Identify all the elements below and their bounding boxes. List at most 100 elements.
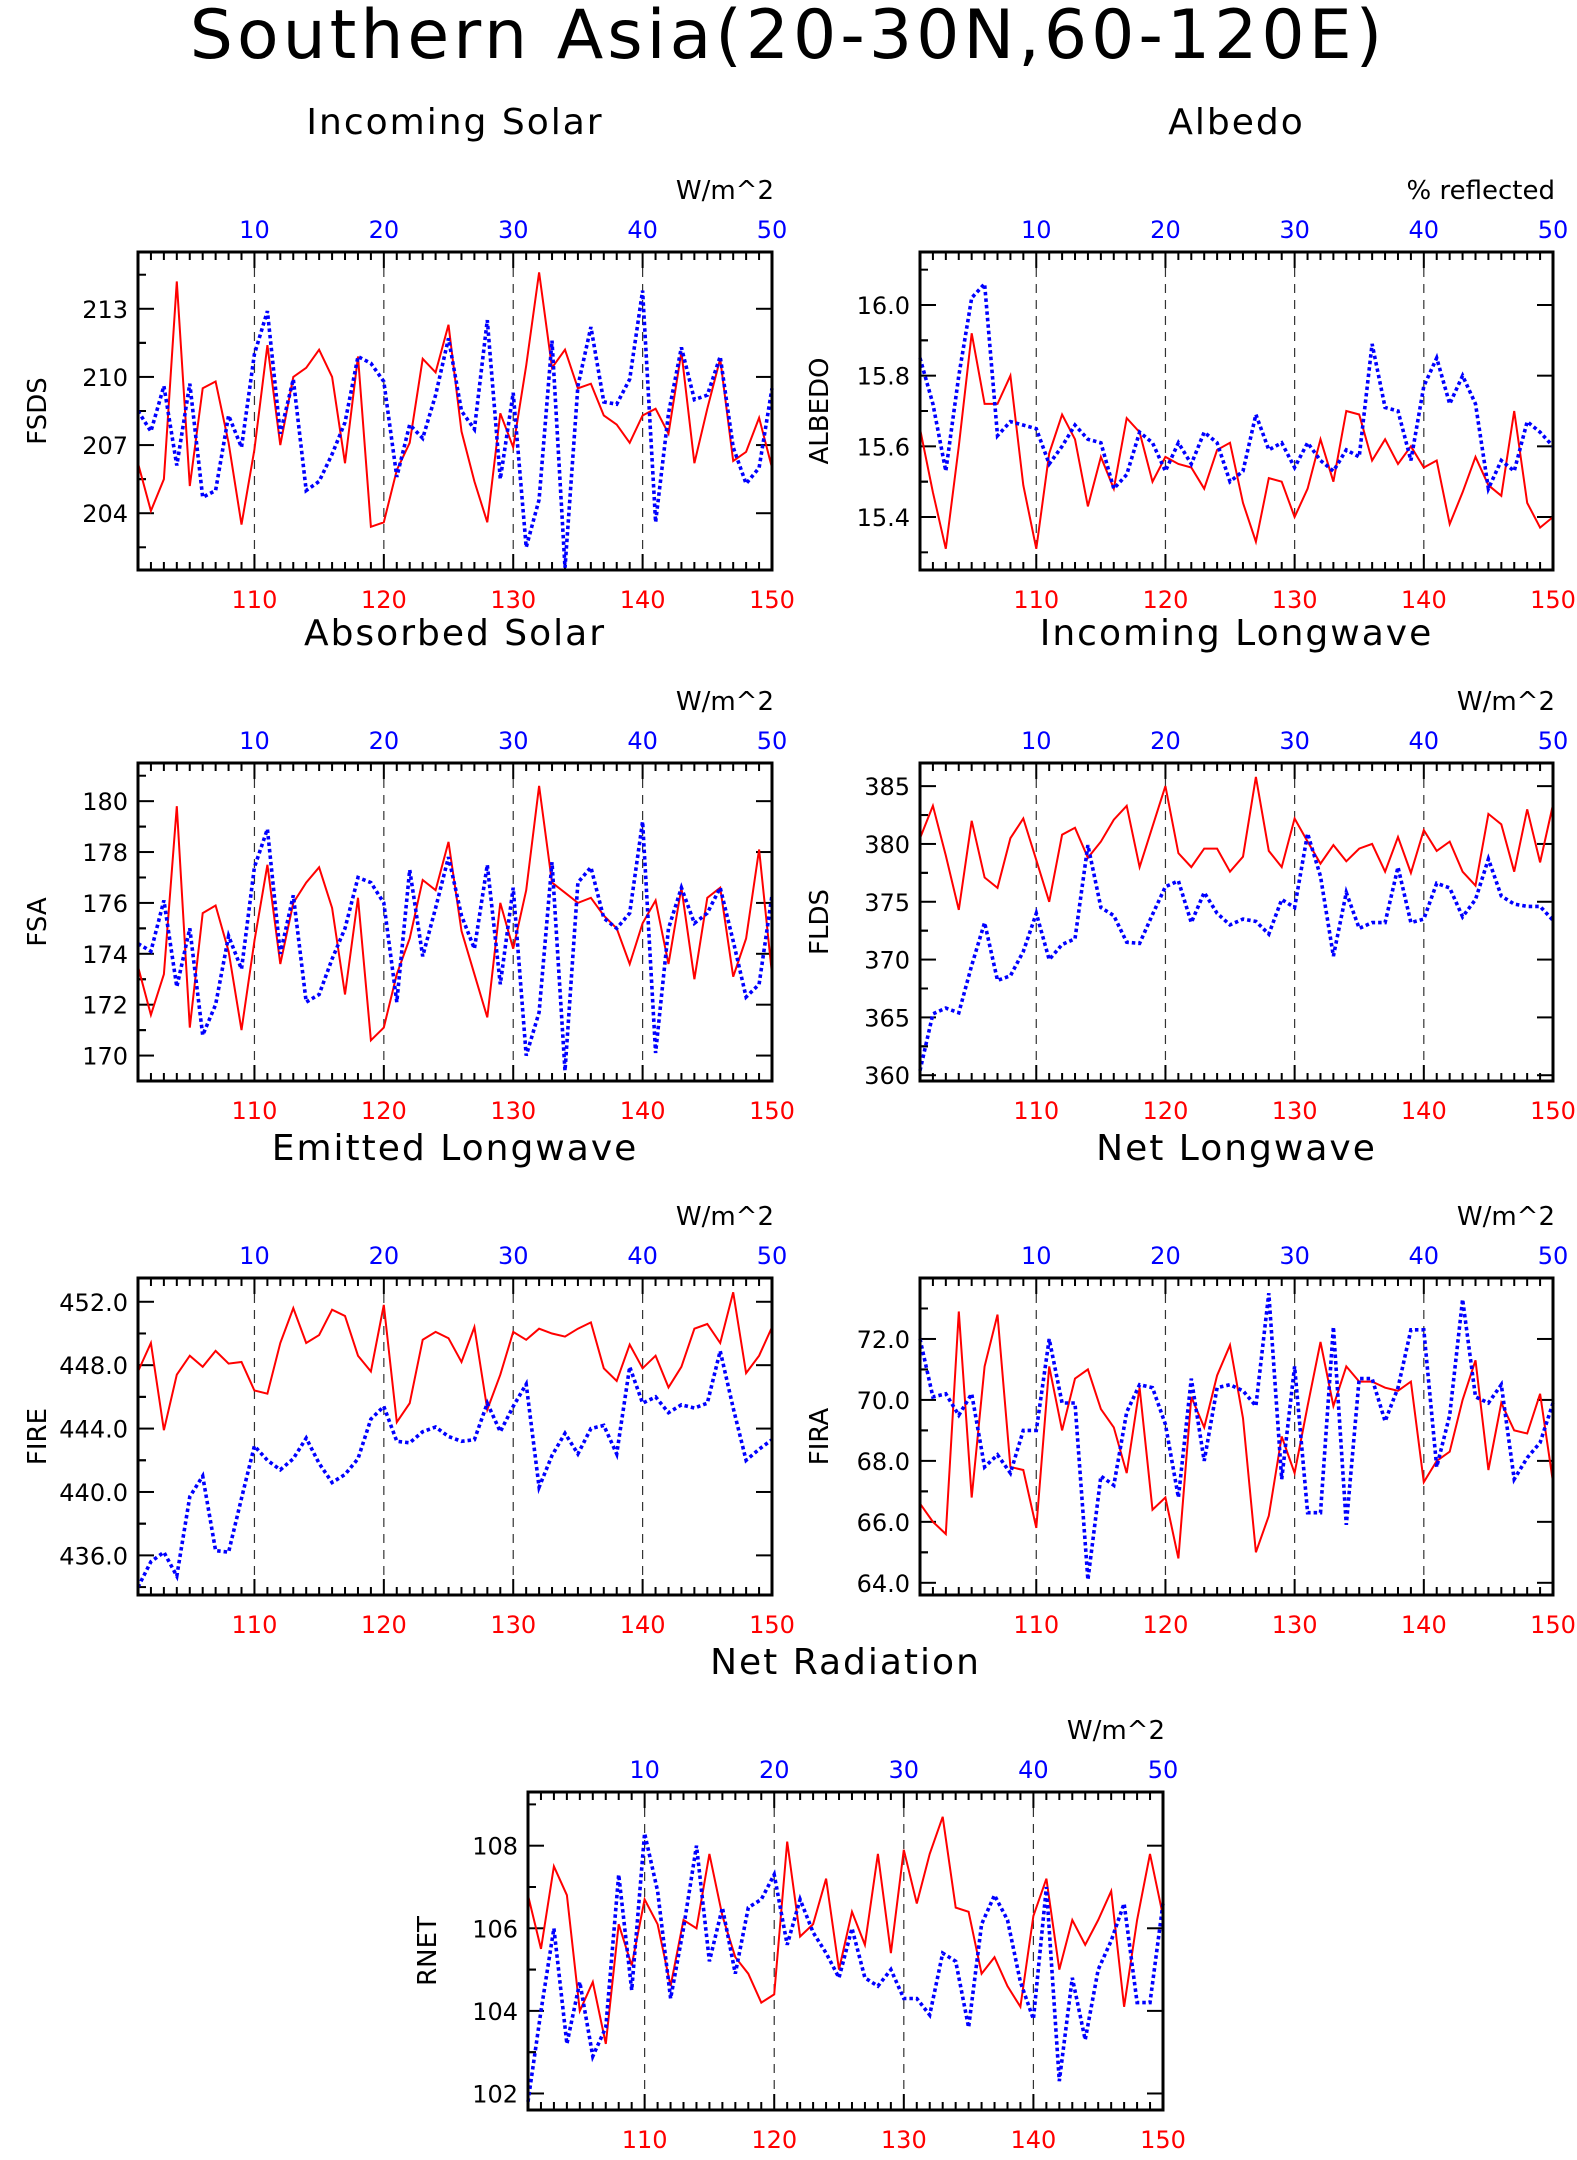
y-tick-label: 70.0	[857, 1387, 910, 1415]
y-tick-label: 15.4	[857, 504, 910, 532]
y-axis-label: FLDS	[805, 889, 835, 955]
x-tick-label-top: 30	[498, 216, 529, 244]
series-line-red	[919, 776, 1554, 911]
y-tick-label: 66.0	[857, 1509, 910, 1537]
series-line-blue	[918, 832, 1555, 1071]
x-tick-label-top: 10	[239, 216, 270, 244]
series-line-blue	[136, 290, 774, 568]
x-tick-label-bottom: 130	[1272, 1097, 1318, 1125]
panel-title: Net Longwave	[1096, 1128, 1377, 1169]
x-tick-label-bottom: 130	[881, 2126, 927, 2154]
x-tick-label-bottom: 110	[1013, 1611, 1059, 1639]
y-tick-label: 204	[82, 500, 128, 528]
x-tick-label-bottom: 150	[749, 586, 795, 614]
x-tick-label-top: 40	[1409, 1242, 1440, 1270]
x-tick-label-bottom: 130	[1272, 586, 1318, 614]
y-tick-label: 365	[864, 1004, 910, 1032]
x-tick-label-top: 30	[1279, 216, 1310, 244]
y-tick-label: 176	[82, 890, 128, 918]
x-tick-label-top: 10	[1021, 216, 1052, 244]
panel-incoming-solar: Incoming Solar W/m^2 204 207 210 213 FSDS 110 12…	[23, 102, 795, 614]
units-label: W/m^2	[676, 687, 774, 717]
x-tick-label-bottom: 120	[751, 2126, 797, 2154]
panel-emitted-longwave: Emitted Longwave W/m^2 436.0 440.0 444.0 448.…	[23, 1128, 795, 1639]
x-tick-label-bottom: 120	[361, 1097, 407, 1125]
panel-title: Albedo	[1168, 102, 1305, 143]
y-tick-label: 385	[864, 773, 910, 801]
x-tick-label-top: 40	[1018, 1756, 1049, 1784]
x-tick-label-bottom: 150	[1530, 1097, 1576, 1125]
units-label: % reflected	[1407, 176, 1555, 206]
x-tick-label-top: 30	[498, 727, 529, 755]
units-label: W/m^2	[676, 1202, 774, 1232]
x-tick-label-top: 40	[627, 727, 658, 755]
y-tick-label: 452.0	[59, 1289, 128, 1317]
y-tick-label: 15.8	[857, 363, 910, 391]
x-tick-label-top: 40	[1409, 727, 1440, 755]
y-tick-label: 370	[864, 947, 910, 975]
x-tick-label-top: 50	[1538, 727, 1569, 755]
y-tick-label: 380	[864, 831, 910, 859]
x-tick-label-top: 30	[498, 1242, 529, 1270]
x-tick-label-bottom: 130	[490, 1611, 536, 1639]
x-tick-label-bottom: 110	[622, 2126, 668, 2154]
y-tick-label: 16.0	[857, 292, 910, 320]
y-tick-label: 15.6	[857, 433, 910, 461]
y-tick-label: 172	[82, 992, 128, 1020]
y-tick-label: 448.0	[59, 1352, 128, 1380]
y-tick-label: 68.0	[857, 1448, 910, 1476]
panel-title: Net Radiation	[710, 1642, 981, 1683]
x-tick-label-top: 30	[1279, 727, 1310, 755]
panel-title: Emitted Longwave	[272, 1128, 639, 1169]
plot-frame	[136, 1276, 774, 1597]
y-tick-label: 104	[472, 1998, 518, 2026]
y-tick-label: 72.0	[857, 1326, 910, 1354]
x-tick-label-top: 40	[1409, 216, 1440, 244]
series-line-red	[137, 785, 773, 1043]
x-tick-label-top: 30	[1279, 1242, 1310, 1270]
x-tick-label-top: 20	[1150, 1242, 1181, 1270]
x-tick-label-bottom: 110	[232, 1611, 278, 1639]
y-tick-label: 210	[82, 364, 128, 392]
panel-title: Absorbed Solar	[304, 613, 606, 654]
x-tick-label-top: 50	[1148, 1756, 1179, 1784]
units-label: W/m^2	[676, 176, 774, 206]
x-tick-label-top: 20	[1150, 727, 1181, 755]
plot-frame	[136, 250, 774, 572]
y-tick-label: 360	[864, 1062, 910, 1090]
x-tick-label-bottom: 140	[1401, 1097, 1447, 1125]
y-tick-label: 436.0	[59, 1542, 128, 1570]
x-tick-label-top: 20	[369, 216, 400, 244]
plot-frame	[136, 761, 774, 1083]
x-tick-label-bottom: 130	[490, 586, 536, 614]
panel-title: Incoming Longwave	[1040, 613, 1434, 654]
units-label: W/m^2	[1457, 687, 1555, 717]
figure-title: Southern Asia(20-30N,60-120E)	[190, 0, 1386, 75]
x-tick-label-bottom: 140	[620, 1097, 666, 1125]
y-axis-label: FSA	[23, 897, 53, 946]
y-axis-label: ALBEDO	[805, 357, 835, 464]
x-tick-label-top: 50	[757, 727, 788, 755]
plot-frame	[918, 1276, 1555, 1597]
series-line-blue	[526, 1832, 1165, 2102]
x-tick-label-top: 50	[1538, 216, 1569, 244]
x-tick-label-bottom: 130	[1272, 1611, 1318, 1639]
series-line-red	[137, 272, 773, 529]
series-line-red	[137, 1292, 773, 1431]
y-tick-label: 174	[82, 941, 128, 969]
x-tick-label-bottom: 110	[232, 1097, 278, 1125]
y-tick-label: 64.0	[857, 1570, 910, 1598]
y-tick-label: 106	[472, 1915, 518, 1943]
y-tick-label: 444.0	[59, 1416, 128, 1444]
panel-title: Incoming Solar	[306, 102, 603, 143]
x-tick-label-top: 20	[1150, 216, 1181, 244]
x-tick-label-bottom: 120	[361, 586, 407, 614]
x-tick-label-bottom: 120	[1143, 1097, 1189, 1125]
y-tick-label: 440.0	[59, 1479, 128, 1507]
x-tick-label-bottom: 140	[620, 1611, 666, 1639]
x-tick-label-top: 10	[239, 727, 270, 755]
y-axis-label: FSDS	[23, 377, 53, 445]
plot-frame	[526, 1790, 1165, 2112]
x-tick-label-bottom: 120	[1143, 1611, 1189, 1639]
